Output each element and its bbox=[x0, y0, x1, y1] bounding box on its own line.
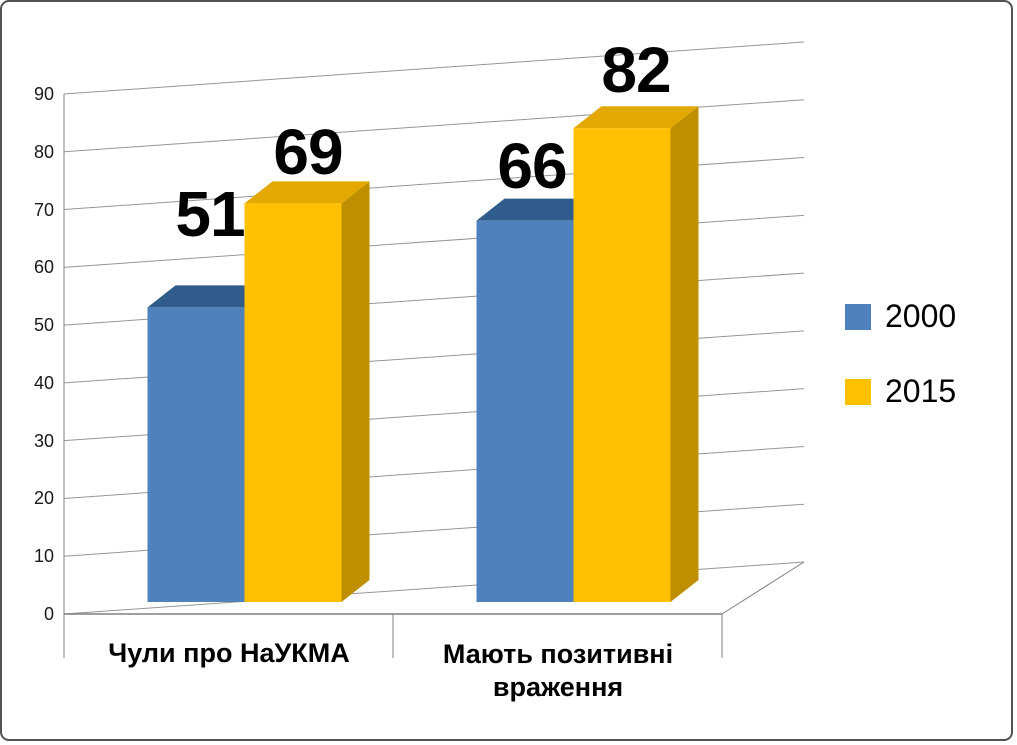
y-tick-label-70: 70 bbox=[33, 200, 54, 220]
y-tick-label-0: 0 bbox=[43, 604, 54, 624]
bar-2015-cat2-top bbox=[573, 106, 699, 129]
legend: 2000 2015 bbox=[845, 298, 957, 449]
y-tick-label-50: 50 bbox=[33, 315, 54, 335]
y-tick-label-20: 20 bbox=[33, 488, 54, 508]
legend-label-2000: 2000 bbox=[885, 298, 957, 334]
data-label-2000-cat1: 51 bbox=[175, 178, 245, 250]
y-tick-label-80: 80 bbox=[33, 142, 54, 162]
legend-swatch-2015 bbox=[845, 378, 871, 405]
bar-2015-cat1-side bbox=[341, 181, 370, 603]
legend-item-2000: 2000 bbox=[845, 298, 957, 334]
floor-right-edge bbox=[721, 561, 805, 615]
gridline-90 bbox=[63, 41, 805, 95]
legend-label-2015: 2015 bbox=[885, 373, 957, 410]
legend-item-2015: 2015 bbox=[845, 373, 957, 410]
bar-2000-cat2-front bbox=[476, 220, 574, 602]
y-tick-label-60: 60 bbox=[33, 257, 54, 277]
bar-2015-cat1-top bbox=[244, 181, 370, 204]
bar-2000-cat1-front bbox=[147, 307, 245, 602]
bar-2015-cat2-side bbox=[670, 106, 699, 602]
y-tick-label-30: 30 bbox=[33, 431, 54, 451]
bar-2000-cat2-top bbox=[476, 198, 602, 221]
bar-2015-cat1-front bbox=[244, 203, 342, 603]
data-label-2015-cat2: 82 bbox=[601, 34, 671, 106]
bar-2015-cat2-front bbox=[573, 128, 671, 602]
data-label-2015-cat1: 69 bbox=[273, 116, 343, 188]
category-label-2: Мають позитивні враження bbox=[442, 639, 674, 702]
y-tick-label-10: 10 bbox=[33, 546, 54, 566]
legend-swatch-2000 bbox=[845, 303, 871, 330]
category-label-1: Чули про НаУКМА bbox=[108, 638, 350, 668]
bar-2000-cat1-top bbox=[147, 285, 273, 308]
y-tick-label-90: 90 bbox=[33, 84, 54, 104]
data-label-2000-cat2: 66 bbox=[497, 130, 567, 202]
y-tick-label-40: 40 bbox=[33, 373, 54, 393]
